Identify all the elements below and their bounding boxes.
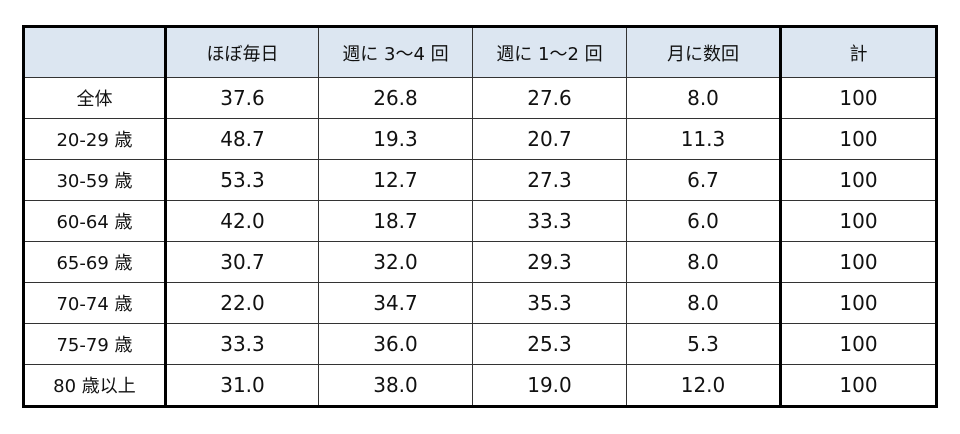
table-cell: 100: [780, 282, 937, 324]
table-cell: 100: [780, 323, 937, 365]
table-cell: 100: [780, 77, 937, 119]
row-label: 30-59 歳: [23, 159, 167, 201]
table-cell: 33.3: [472, 200, 627, 242]
column-header: 週に 3〜4 回: [318, 26, 473, 78]
table-cell: 8.0: [626, 282, 782, 324]
table-cell: 100: [780, 159, 937, 201]
table-row: 60-64 歳 42.0 18.7 33.3 6.0 100: [23, 200, 937, 242]
corner-cell: [23, 26, 167, 78]
table-cell: 27.3: [472, 159, 627, 201]
table-cell: 19.3: [318, 118, 473, 160]
table-cell: 5.3: [626, 323, 782, 365]
column-header: ほぼ毎日: [165, 26, 319, 78]
table-row: 75-79 歳 33.3 36.0 25.3 5.3 100: [23, 323, 937, 365]
table-cell: 53.3: [165, 159, 319, 201]
table-row: 全体 37.6 26.8 27.6 8.0 100: [23, 77, 937, 119]
row-label: 75-79 歳: [23, 323, 167, 365]
table-cell: 32.0: [318, 241, 473, 283]
row-label: 65-69 歳: [23, 241, 167, 283]
table-cell: 27.6: [472, 77, 627, 119]
table-cell: 12.7: [318, 159, 473, 201]
table-cell: 12.0: [626, 364, 782, 407]
table-row: 70-74 歳 22.0 34.7 35.3 8.0 100: [23, 282, 937, 324]
table-cell: 33.3: [165, 323, 319, 365]
table-cell: 35.3: [472, 282, 627, 324]
row-label: 全体: [23, 77, 167, 119]
table-cell: 8.0: [626, 241, 782, 283]
table-cell: 20.7: [472, 118, 627, 160]
table-cell: 100: [780, 200, 937, 242]
table-cell: 30.7: [165, 241, 319, 283]
row-label: 20-29 歳: [23, 118, 167, 160]
table-row: 80 歳以上 31.0 38.0 19.0 12.0 100: [23, 364, 937, 407]
table-cell: 8.0: [626, 77, 782, 119]
table-cell: 34.7: [318, 282, 473, 324]
table-cell: 31.0: [165, 364, 319, 407]
table-cell: 25.3: [472, 323, 627, 365]
row-label: 70-74 歳: [23, 282, 167, 324]
table-cell: 26.8: [318, 77, 473, 119]
table-cell: 36.0: [318, 323, 473, 365]
table-cell: 18.7: [318, 200, 473, 242]
table-cell: 48.7: [165, 118, 319, 160]
table-row: 20-29 歳 48.7 19.3 20.7 11.3 100: [23, 118, 937, 160]
column-header: 月に数回: [626, 26, 782, 78]
header-row: ほぼ毎日 週に 3〜4 回 週に 1〜2 回 月に数回 計: [23, 26, 937, 78]
table-cell: 6.7: [626, 159, 782, 201]
table-row: 30-59 歳 53.3 12.7 27.3 6.7 100: [23, 159, 937, 201]
table-cell: 29.3: [472, 241, 627, 283]
table-cell: 42.0: [165, 200, 319, 242]
table-cell: 100: [780, 241, 937, 283]
row-label: 80 歳以上: [23, 364, 167, 407]
frequency-table: ほぼ毎日 週に 3〜4 回 週に 1〜2 回 月に数回 計 全体 37.6 26.8…: [22, 25, 938, 408]
column-header: 週に 1〜2 回: [472, 26, 627, 78]
table-cell: 22.0: [165, 282, 319, 324]
table-cell: 37.6: [165, 77, 319, 119]
table-row: 65-69 歳 30.7 32.0 29.3 8.0 100: [23, 241, 937, 283]
table-cell: 100: [780, 364, 937, 407]
column-header: 計: [780, 26, 937, 78]
row-label: 60-64 歳: [23, 200, 167, 242]
table-cell: 11.3: [626, 118, 782, 160]
table-cell: 19.0: [472, 364, 627, 407]
table-cell: 38.0: [318, 364, 473, 407]
table-cell: 6.0: [626, 200, 782, 242]
table-cell: 100: [780, 118, 937, 160]
